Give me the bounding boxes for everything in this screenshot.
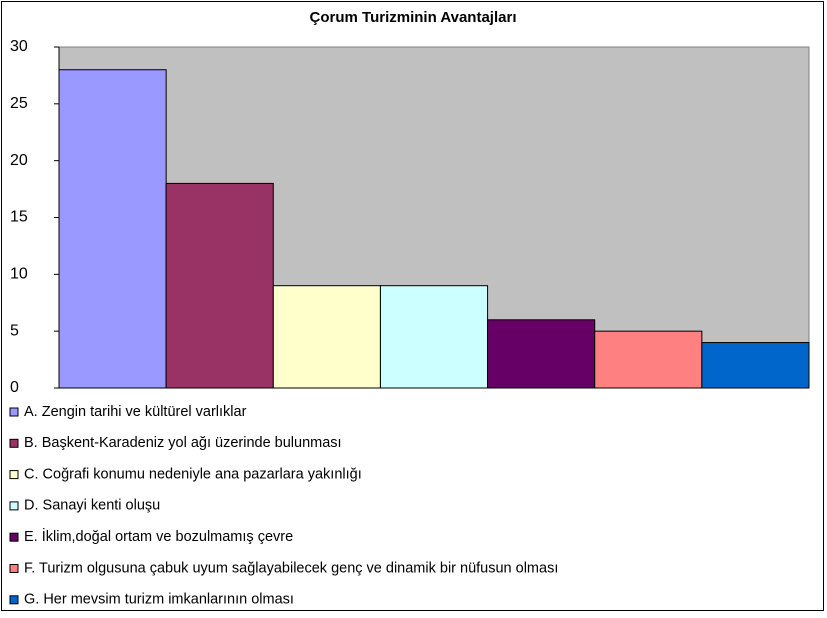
- y-tick-label: 5: [10, 322, 19, 339]
- legend-label: C. Coğrafi konumu nedeniyle ana pazarlar…: [24, 466, 362, 482]
- bar: [594, 330, 703, 389]
- chart-title: Çorum Turizminin Avantajları: [310, 9, 517, 26]
- legend-swatch: [9, 595, 19, 605]
- y-tick-label: 15: [10, 209, 28, 226]
- bar: [487, 319, 596, 389]
- legend-swatch: [9, 470, 19, 480]
- legend-swatch: [9, 438, 19, 448]
- legend-swatch: [9, 532, 19, 542]
- legend-label: D. Sanayi kenti oluşu: [24, 498, 160, 514]
- legend-label: B. Başkent-Karadeniz yol ağı üzerinde bu…: [24, 435, 342, 451]
- y-tick-label: 25: [10, 95, 28, 112]
- y-tick-label: 20: [10, 152, 28, 169]
- legend-swatch: [9, 501, 19, 511]
- y-tick-label: 0: [10, 379, 19, 396]
- y-tick-label: 10: [10, 266, 28, 283]
- bar: [58, 69, 167, 389]
- bar: [272, 285, 381, 389]
- legend-label: E. İklim,doğal ortam ve bozulmamış çevre: [24, 527, 293, 545]
- y-tick-label: 30: [10, 38, 28, 55]
- legend-label: A. Zengin tarihi ve kültürel varlıklar: [24, 404, 247, 420]
- legend: A. Zengin tarihi ve kültürel varlıklar B.…: [9, 404, 558, 608]
- bar: [701, 342, 810, 389]
- bar: [379, 285, 489, 389]
- plot-area: 0 5 10 15 20 25 30: [10, 38, 810, 396]
- bar: [165, 182, 274, 389]
- legend-label: G. Her mevsim turizm imkanlarının olması: [24, 592, 294, 608]
- legend-label: F. Turizm olgusuna çabuk uyum sağlayabil…: [24, 560, 558, 576]
- legend-swatch: [9, 407, 19, 417]
- legend-swatch: [9, 564, 19, 573]
